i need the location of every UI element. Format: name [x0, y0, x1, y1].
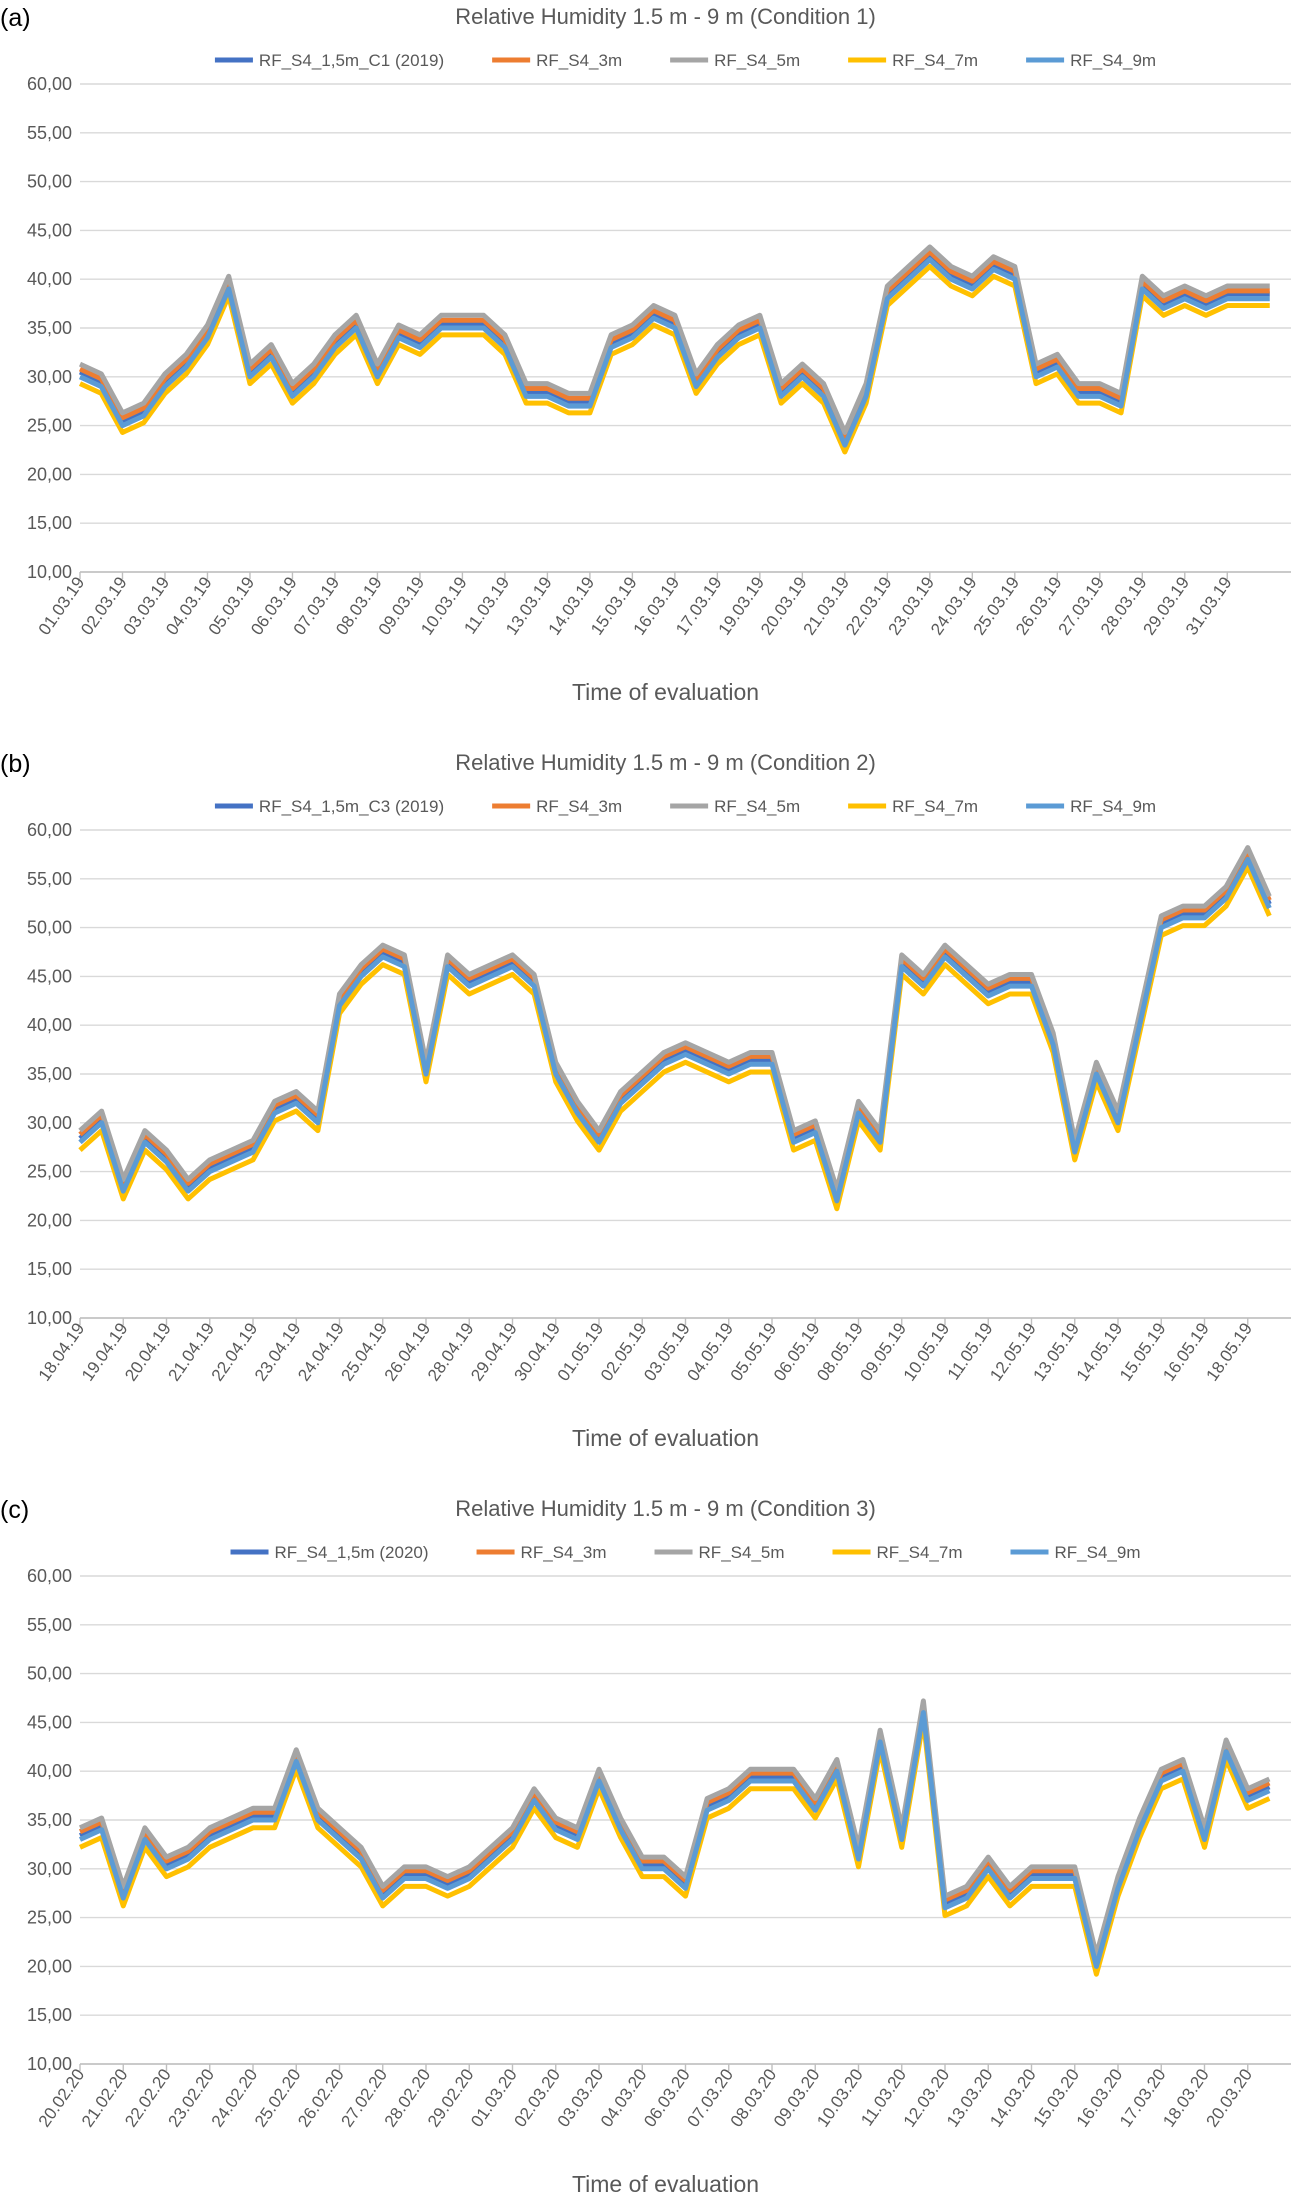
y-tick-label: 35,00	[27, 318, 72, 338]
y-tick-label: 20,00	[27, 1210, 72, 1230]
legend-label: RF_S4_3m	[521, 1543, 607, 1562]
legend-item: RF_S4_9m	[1026, 51, 1156, 70]
y-tick-label: 30,00	[27, 1859, 72, 1879]
x-axis-title: Time of evaluation	[572, 679, 759, 705]
y-tick-label: 25,00	[27, 416, 72, 436]
chart-panel: 10,00 15,00 20,00 25,00 30,00 35,00 40,00 45,00…	[0, 750, 1291, 1451]
y-tick-label: 50,00	[27, 172, 72, 192]
y-tick-label: 30,00	[27, 1113, 72, 1133]
y-tick-label: 10,00	[27, 2054, 72, 2074]
legend-label: RF_S4_1,5m_C1 (2019)	[259, 51, 444, 70]
x-axis-title: Time of evaluation	[572, 2171, 759, 2197]
y-tick-label: 45,00	[27, 966, 72, 986]
chart-title: Relative Humidity 1.5 m - 9 m (Condition…	[455, 4, 876, 29]
legend-item: RF_S4_9m	[1026, 797, 1156, 816]
y-tick-label: 40,00	[27, 1761, 72, 1781]
y-tick-label: 15,00	[27, 1259, 72, 1279]
y-tick-label: 45,00	[27, 1712, 72, 1732]
legend-label: RF_S4_1,5m (2020)	[275, 1543, 429, 1562]
panel-label: (b)	[0, 750, 31, 778]
y-tick-label: 50,00	[27, 918, 72, 938]
legend-item: RF_S4_7m	[848, 51, 978, 70]
legend-label: RF_S4_7m	[892, 797, 978, 816]
series-line	[78, 1717, 1271, 1977]
panel-label: (a)	[0, 4, 31, 32]
legend-label: RF_S4_5m	[714, 797, 800, 816]
y-tick-label: 60,00	[27, 1566, 72, 1586]
y-tick-label: 10,00	[27, 1308, 72, 1328]
series-line	[78, 257, 1270, 448]
y-tick-label: 20,00	[27, 464, 72, 484]
legend-item: RF_S4_5m	[670, 797, 800, 816]
y-tick-label: 35,00	[27, 1064, 72, 1084]
y-tick-label: 50,00	[27, 1664, 72, 1684]
y-tick-label: 45,00	[27, 220, 72, 240]
series-line	[78, 252, 1270, 443]
panel-label: (c)	[0, 1496, 29, 1524]
y-tick-label: 60,00	[27, 820, 72, 840]
y-tick-label: 20,00	[27, 1956, 72, 1976]
series-line	[78, 864, 1272, 1212]
chart-title: Relative Humidity 1.5 m - 9 m (Condition…	[455, 750, 876, 775]
legend-label: RF_S4_3m	[536, 797, 622, 816]
legend-item: RF_S4_1,5m_C3 (2019)	[214, 797, 444, 816]
y-tick-label: 35,00	[27, 1810, 72, 1830]
legend-label: RF_S4_9m	[1070, 51, 1156, 70]
series-line	[78, 856, 1272, 1204]
y-tick-label: 55,00	[27, 123, 72, 143]
legend-label: RF_S4_5m	[699, 1543, 785, 1562]
y-tick-label: 10,00	[27, 562, 72, 582]
legend-item: RF_S4_1,5m_C1 (2019)	[214, 51, 444, 70]
legend-label: RF_S4_9m	[1070, 797, 1156, 816]
y-tick-label: 40,00	[27, 1015, 72, 1035]
legend-item: RF_S4_1,5m (2020)	[230, 1543, 429, 1562]
legend-item: RF_S4_7m	[832, 1543, 963, 1562]
legend-label: RF_S4_9m	[1055, 1543, 1141, 1562]
y-tick-label: 30,00	[27, 367, 72, 387]
y-tick-label: 55,00	[27, 869, 72, 889]
legend-label: RF_S4_5m	[714, 51, 800, 70]
series-line	[78, 1710, 1271, 1969]
y-tick-label: 15,00	[27, 2005, 72, 2025]
legend-item: RF_S4_3m	[492, 797, 622, 816]
legend-item: RF_S4_3m	[492, 51, 622, 70]
legend: RF_S4_1,5m (2020) RF_S4_3m RF_S4_5m RF_S4_7…	[230, 1543, 1141, 1562]
y-tick-label: 55,00	[27, 1615, 72, 1635]
y-tick-label: 25,00	[27, 1908, 72, 1928]
series-line	[78, 1702, 1271, 1962]
legend-label: RF_S4_3m	[536, 51, 622, 70]
legend-item: RF_S4_5m	[670, 51, 800, 70]
series-line	[78, 244, 1270, 435]
y-tick-label: 25,00	[27, 1162, 72, 1182]
y-tick-label: 40,00	[27, 269, 72, 289]
x-axis-title: Time of evaluation	[572, 1425, 759, 1451]
y-tick-label: 15,00	[27, 513, 72, 533]
chart-panel: 10,00 15,00 20,00 25,00 30,00 35,00 40,00 45,00…	[0, 1496, 1291, 2197]
chart-panel: 10,00 15,00 20,00 25,00 30,00 35,00 40,00 45,00…	[0, 4, 1291, 705]
legend-label: RF_S4_7m	[877, 1543, 963, 1562]
legend-label: RF_S4_1,5m_C3 (2019)	[259, 797, 444, 816]
legend: RF_S4_1,5m_C1 (2019) RF_S4_3m RF_S4_5m RF_S…	[214, 51, 1156, 70]
legend-item: RF_S4_5m	[654, 1543, 785, 1562]
series-line	[78, 1698, 1271, 1958]
y-tick-label: 60,00	[27, 74, 72, 94]
legend-label: RF_S4_7m	[892, 51, 978, 70]
legend-item: RF_S4_7m	[848, 797, 978, 816]
legend-item: RF_S4_3m	[476, 1543, 607, 1562]
chart-title: Relative Humidity 1.5 m - 9 m (Condition…	[455, 1496, 876, 1521]
legend: RF_S4_1,5m_C3 (2019) RF_S4_3m RF_S4_5m RF_S…	[214, 797, 1156, 816]
legend-item: RF_S4_9m	[1010, 1543, 1141, 1562]
